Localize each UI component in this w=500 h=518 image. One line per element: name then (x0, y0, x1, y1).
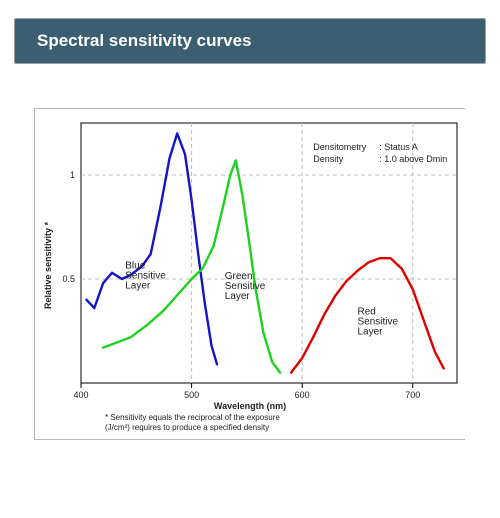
svg-text:1: 1 (70, 170, 75, 180)
info-val-1: : 1.0 above Dmin (379, 154, 447, 164)
svg-text:0.5: 0.5 (62, 274, 75, 284)
info-val-0: : Status A (379, 142, 418, 152)
blue-curve (87, 133, 218, 364)
svg-text:400: 400 (73, 390, 88, 400)
x-axis-label: Wavelength (nm) (35, 401, 465, 411)
svg-text:500: 500 (184, 390, 199, 400)
svg-text:700: 700 (405, 390, 420, 400)
red-label: Layer (357, 326, 383, 337)
footnote: * Sensitivity equals the reciprocal of t… (105, 413, 280, 433)
info-key-1: Density (313, 154, 344, 164)
green-label: Layer (225, 291, 251, 302)
blue-label: Layer (125, 281, 151, 292)
figure: Spectral sensitivity curves Relative sen… (0, 18, 500, 518)
svg-text:600: 600 (295, 390, 310, 400)
chart-frame: Relative sensitivity * 0.51400500600700B… (34, 108, 465, 440)
page-title: Spectral sensitivity curves (37, 31, 252, 50)
y-axis-label: Relative sensitivity * (43, 222, 53, 309)
title-bar: Spectral sensitivity curves (14, 18, 486, 64)
spectral-chart: 0.51400500600700BlueSensitiveLayerGreenS… (35, 109, 465, 439)
info-key-0: Densitometry (313, 142, 367, 152)
